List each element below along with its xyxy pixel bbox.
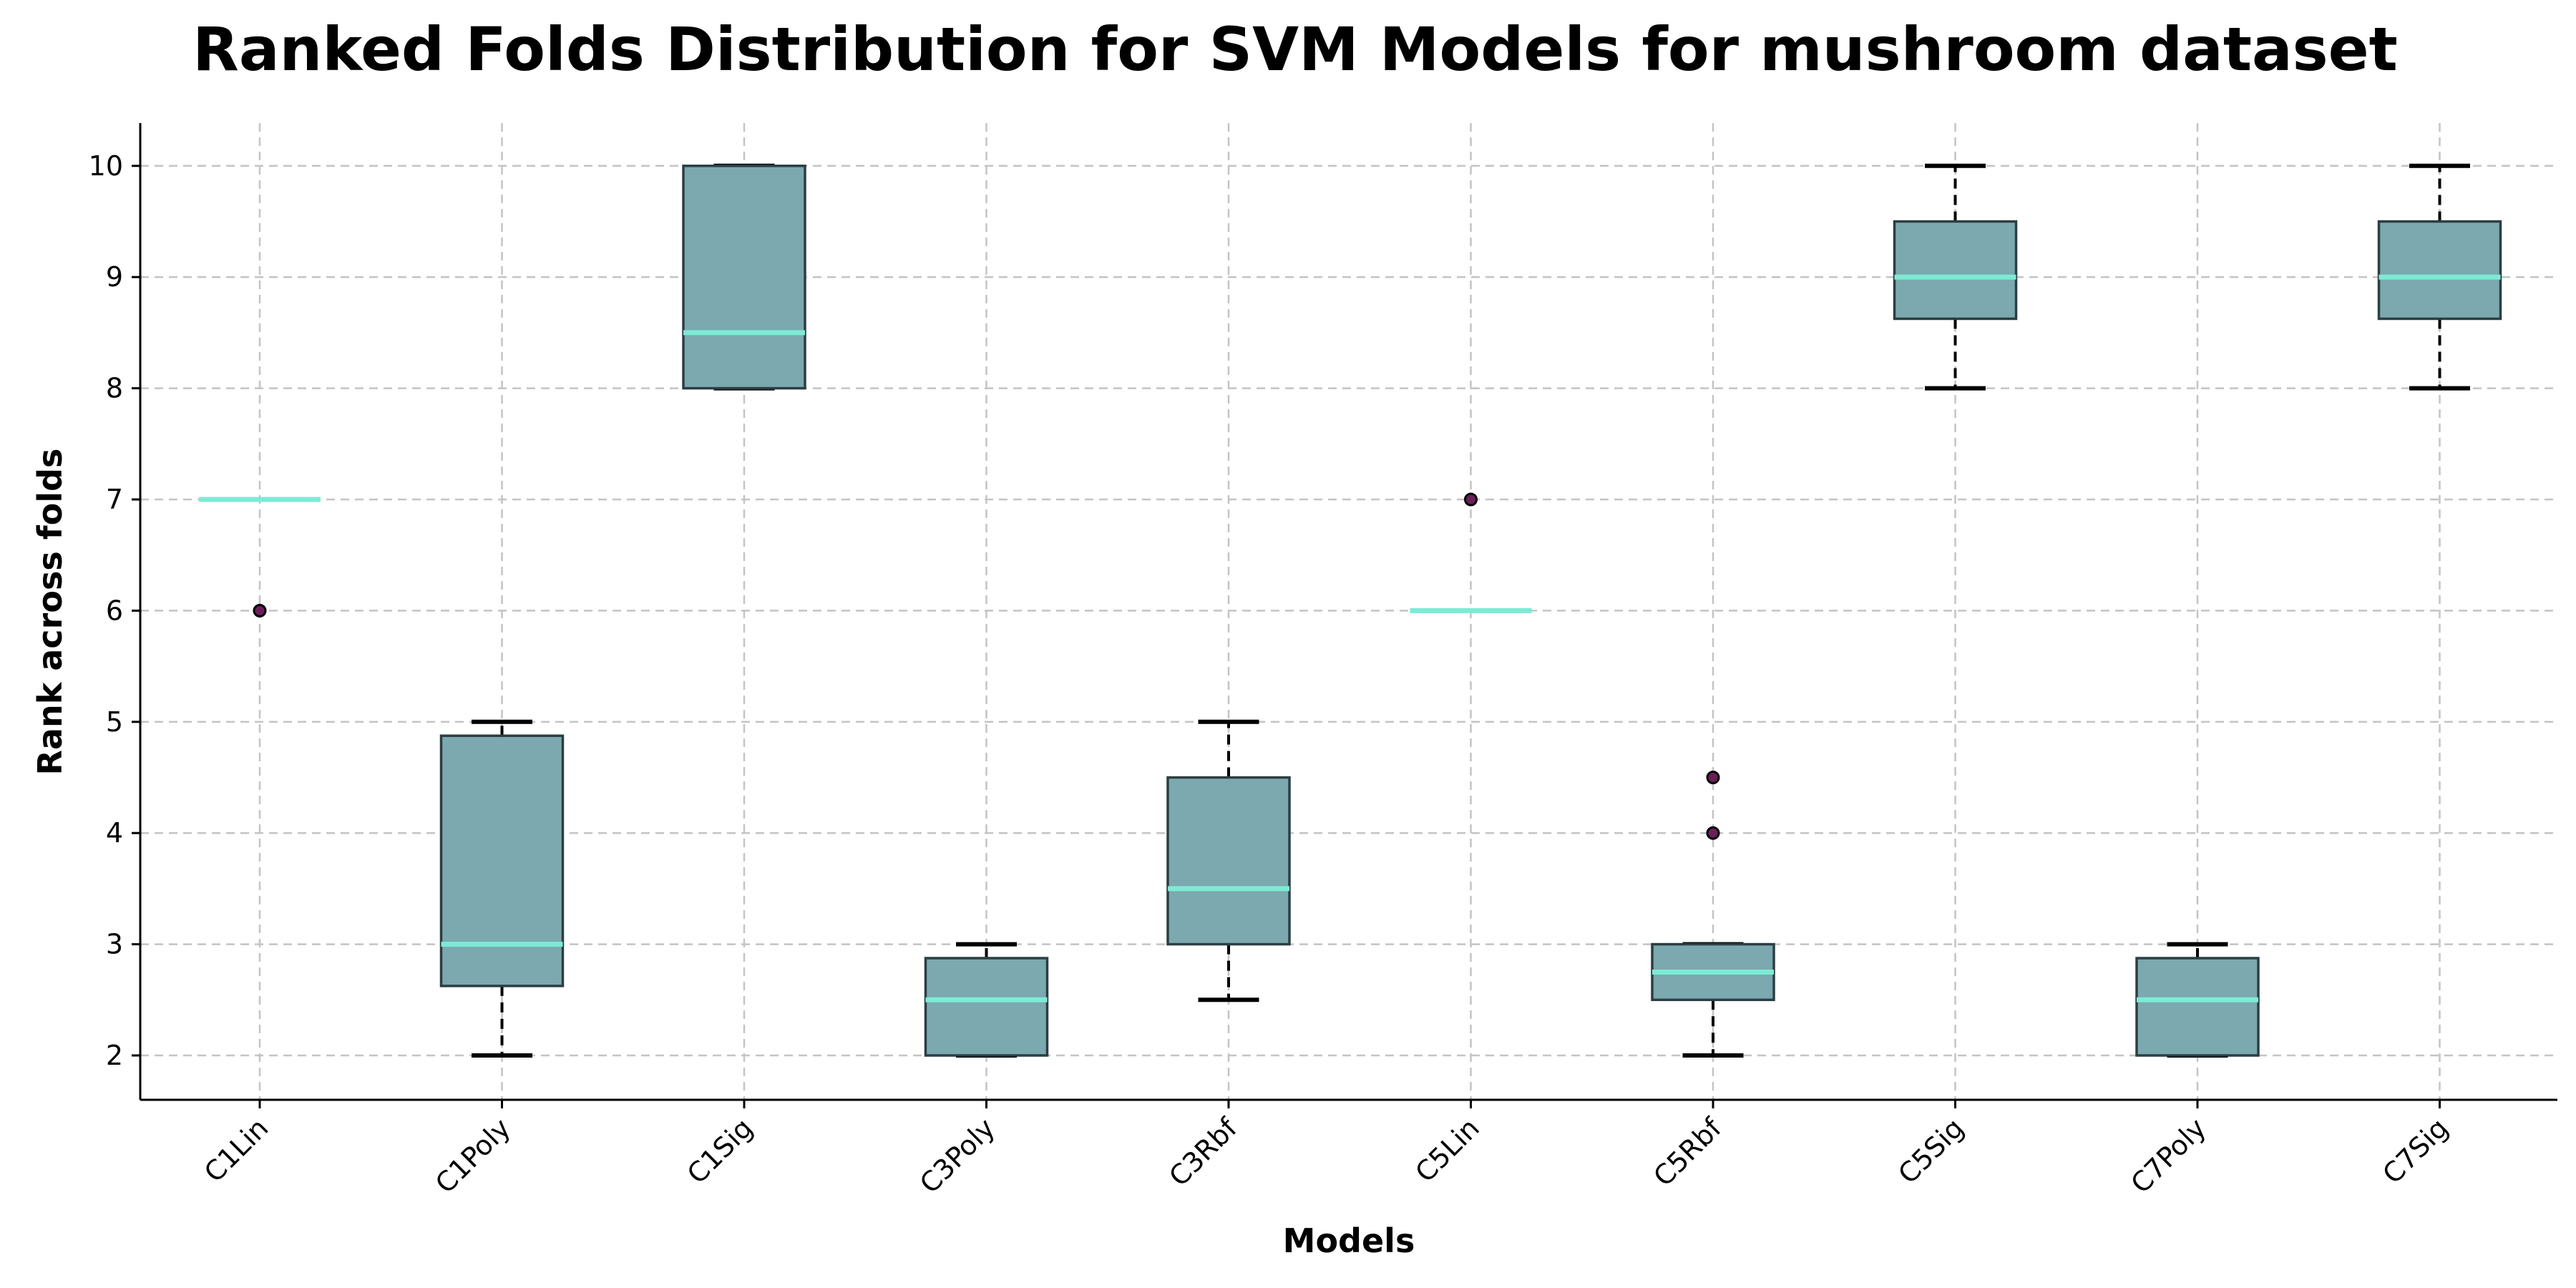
x-tick-label: C1Lin bbox=[198, 1112, 274, 1188]
outlier-point bbox=[1706, 771, 1720, 784]
box-iqr bbox=[2135, 957, 2260, 1057]
box-group bbox=[2377, 163, 2502, 391]
x-ticks: C1Lin C1Poly C1Sig C3Poly C3Rbf C5Lin C5Rbf C5S… bbox=[198, 1100, 2454, 1199]
x-tick-label: C5Sig bbox=[1892, 1112, 1970, 1190]
y-tick-label: 6 bbox=[106, 595, 123, 626]
x-tick-label: C1Poly bbox=[429, 1112, 517, 1199]
box-group bbox=[1893, 163, 2018, 391]
y-tick-label: 10 bbox=[89, 150, 123, 182]
y-tick-label: 7 bbox=[106, 484, 123, 515]
y-tick-label: 2 bbox=[106, 1040, 123, 1071]
y-tick-label: 5 bbox=[106, 706, 123, 738]
y-tick-label: 9 bbox=[106, 261, 123, 293]
x-tick-label: C1Sig bbox=[681, 1112, 759, 1190]
x-tick-label: C3Rbf bbox=[1163, 1111, 1244, 1192]
y-axis-label: Rank across folds bbox=[31, 449, 69, 776]
box-group bbox=[924, 942, 1049, 1058]
y-tick-label: 3 bbox=[106, 929, 123, 960]
box-iqr bbox=[1166, 776, 1291, 946]
box-group bbox=[682, 163, 806, 391]
box-group bbox=[439, 719, 565, 1058]
x-tick-label: C3Poly bbox=[914, 1112, 1001, 1199]
x-tick-label: C7Poly bbox=[2124, 1112, 2212, 1199]
x-tick-label: C5Rbf bbox=[1647, 1111, 1728, 1192]
box-series bbox=[199, 163, 2502, 1058]
box-group bbox=[1166, 719, 1291, 1002]
grid-lines bbox=[140, 123, 2557, 1100]
outlier-point bbox=[1706, 826, 1720, 840]
box-group bbox=[199, 497, 321, 618]
box-group bbox=[2135, 942, 2260, 1058]
x-axis-label: Models bbox=[1283, 1221, 1415, 1260]
box-iqr bbox=[2377, 220, 2502, 321]
y-ticks: 2 3 4 5 6 7 8 9 10 bbox=[89, 150, 140, 1071]
x-tick-label: C5Lin bbox=[1409, 1112, 1485, 1188]
chart-title: Ranked Folds Distribution for SVM Models… bbox=[192, 14, 2398, 84]
box-iqr bbox=[682, 165, 806, 390]
y-tick-label: 8 bbox=[106, 373, 123, 404]
box-iqr bbox=[924, 957, 1049, 1057]
x-tick-label: C7Sig bbox=[2376, 1112, 2454, 1190]
box-iqr bbox=[1893, 220, 2018, 321]
outlier-point bbox=[1464, 492, 1478, 507]
outlier-point bbox=[253, 603, 267, 618]
box-group bbox=[1651, 771, 1775, 1058]
y-tick-label: 4 bbox=[106, 817, 123, 849]
box-iqr bbox=[439, 734, 565, 987]
box-group bbox=[1410, 492, 1532, 613]
